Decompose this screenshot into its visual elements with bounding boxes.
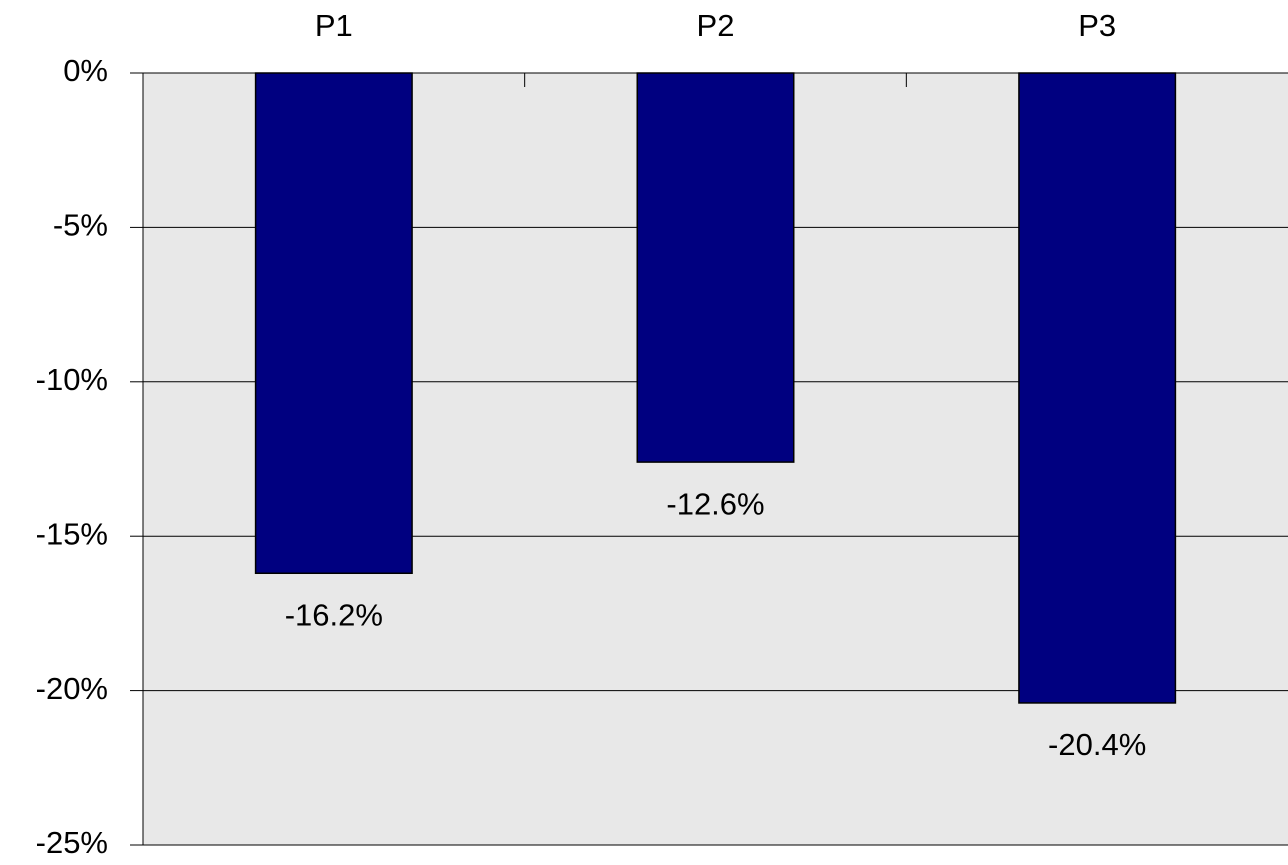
x-tick-label: P1: [315, 8, 353, 43]
x-tick-label: P2: [697, 8, 735, 43]
y-tick-label: -15%: [36, 516, 108, 551]
y-tick-label: -20%: [36, 671, 108, 706]
data-label: -12.6%: [666, 486, 764, 521]
y-tick-label: 0%: [63, 53, 108, 88]
bar: [254, 72, 413, 575]
data-label: -20.4%: [1048, 727, 1146, 762]
x-tick-label: P3: [1078, 8, 1116, 43]
bar: [636, 72, 795, 463]
y-tick-label: -25%: [36, 825, 108, 860]
bar: [1018, 72, 1177, 704]
data-label: -16.2%: [285, 597, 383, 632]
y-tick-label: -5%: [53, 208, 108, 243]
y-tick-label: -10%: [36, 362, 108, 397]
